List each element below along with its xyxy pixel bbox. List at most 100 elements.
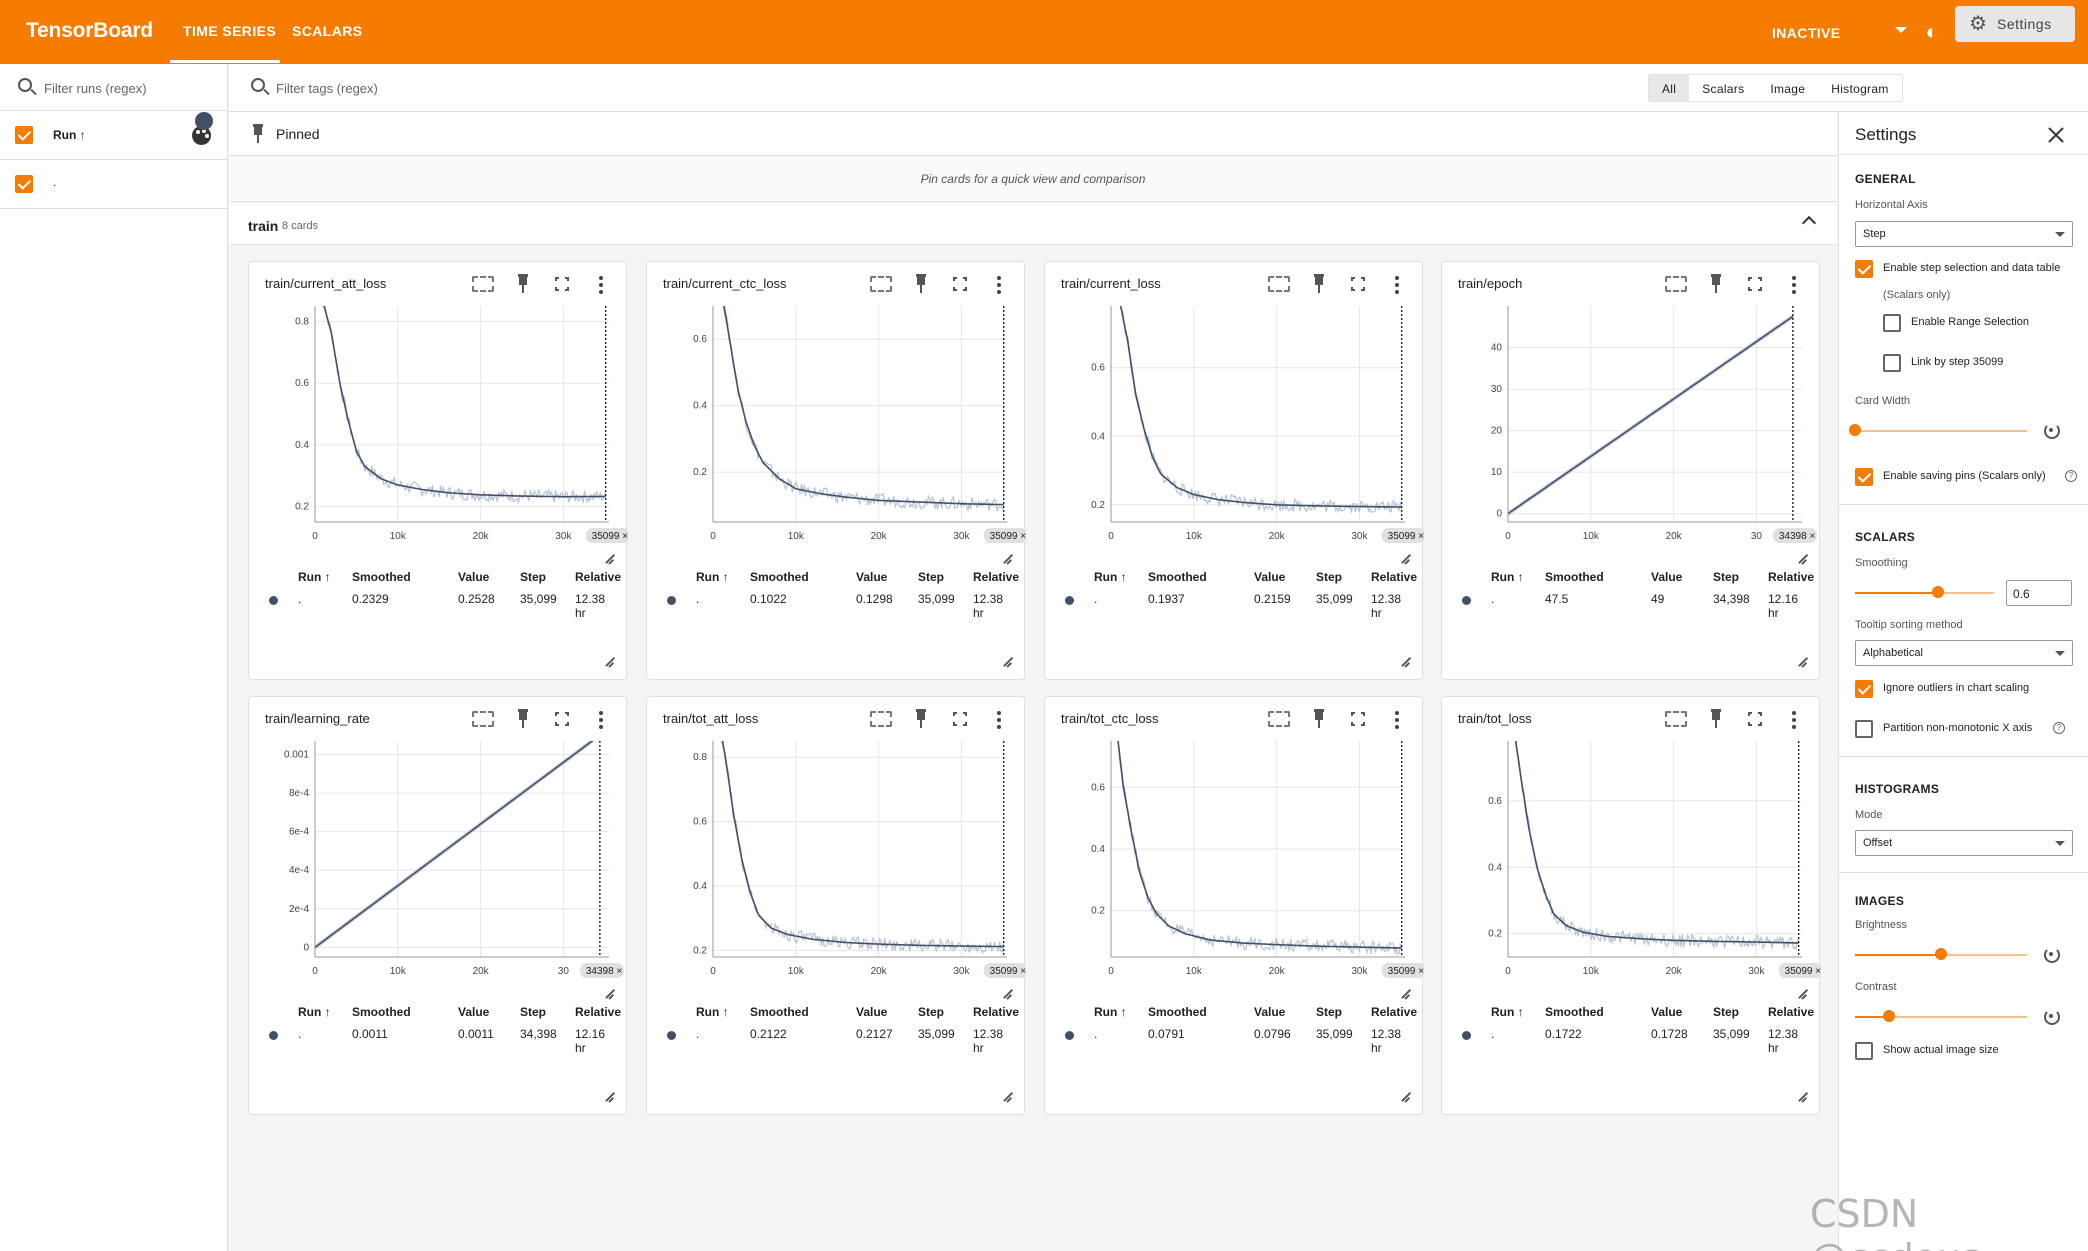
- column-header[interactable]: Run ↑: [1491, 1005, 1524, 1019]
- column-header[interactable]: Relative: [1371, 1005, 1418, 1019]
- fit-domain-icon[interactable]: [472, 276, 494, 292]
- fullscreen-icon[interactable]: [952, 276, 968, 292]
- inactive-plugins-dropdown[interactable]: INACTIVE: [1772, 25, 1841, 41]
- column-header[interactable]: Smoothed: [352, 1005, 411, 1019]
- column-header[interactable]: Step: [918, 570, 945, 584]
- line-chart[interactable]: 0 10k 20k 30k 0.8 0.6 0.4 0.2 35099 ×: [249, 298, 628, 568]
- more-icon[interactable]: [997, 711, 1001, 729]
- column-header[interactable]: Relative: [1768, 570, 1815, 584]
- select-all-checkbox[interactable]: [15, 126, 33, 144]
- pin-icon[interactable]: [1709, 709, 1723, 729]
- saving-pins-checkbox[interactable]: [1855, 468, 1873, 486]
- resize-handle[interactable]: [1797, 989, 1807, 999]
- runs-filter[interactable]: Filter runs (regex): [0, 64, 227, 111]
- resize-handle[interactable]: [1002, 657, 1012, 667]
- column-header[interactable]: Step: [1316, 570, 1343, 584]
- resize-handle[interactable]: [604, 657, 614, 667]
- column-header[interactable]: Smoothed: [1545, 1005, 1604, 1019]
- brightness-slider[interactable]: [1935, 948, 1947, 960]
- fit-domain-icon[interactable]: [870, 711, 892, 727]
- run-checkbox[interactable]: [15, 175, 33, 193]
- theme-icon[interactable]: ◐: [1925, 19, 1939, 44]
- tooltip-sort-select[interactable]: Alphabetical: [1855, 640, 2073, 666]
- fit-domain-icon[interactable]: [1665, 711, 1687, 727]
- column-header[interactable]: Smoothed: [750, 1005, 809, 1019]
- pin-icon[interactable]: [1312, 274, 1326, 294]
- link-by-step-checkbox[interactable]: [1883, 354, 1901, 372]
- column-header[interactable]: Value: [1254, 570, 1286, 584]
- column-header[interactable]: Step: [1316, 1005, 1343, 1019]
- help-icon[interactable]: ?: [2065, 470, 2077, 482]
- column-header[interactable]: Run ↑: [696, 570, 729, 584]
- type-scalars-button[interactable]: Scalars: [1702, 82, 1745, 96]
- column-header[interactable]: Relative: [575, 570, 622, 584]
- more-icon[interactable]: [997, 276, 1001, 294]
- column-header[interactable]: Smoothed: [1545, 570, 1604, 584]
- fit-domain-icon[interactable]: [870, 276, 892, 292]
- column-header[interactable]: Run ↑: [1491, 570, 1524, 584]
- histogram-mode-select[interactable]: Offset: [1855, 830, 2073, 856]
- line-chart[interactable]: 0 10k 20k 30k 0.8 0.6 0.4 0.2 35099 ×: [647, 733, 1026, 1003]
- resize-handle[interactable]: [1797, 657, 1807, 667]
- column-header[interactable]: Run ↑: [696, 1005, 729, 1019]
- more-icon[interactable]: [1792, 711, 1796, 729]
- type-image-button[interactable]: Image: [1770, 82, 1806, 96]
- column-header[interactable]: Step: [1713, 570, 1740, 584]
- resize-handle[interactable]: [604, 989, 614, 999]
- resize-handle[interactable]: [1400, 554, 1410, 564]
- column-header[interactable]: Value: [1651, 1005, 1683, 1019]
- pin-icon[interactable]: [914, 274, 928, 294]
- column-header[interactable]: Value: [856, 570, 888, 584]
- line-chart[interactable]: 0 10k 20k 30k 0.6 0.4 0.2 35099 ×: [1045, 733, 1424, 1003]
- horizontal-axis-select[interactable]: Step: [1855, 221, 2073, 247]
- fullscreen-icon[interactable]: [1350, 711, 1366, 727]
- partition-checkbox[interactable]: [1855, 720, 1873, 738]
- contrast-track[interactable]: [1855, 1016, 2027, 1018]
- more-icon[interactable]: [1792, 276, 1796, 294]
- resize-handle[interactable]: [1002, 989, 1012, 999]
- smoothing-input[interactable]: 0.6: [2006, 580, 2072, 606]
- card-group-header[interactable]: train 8 cards: [229, 203, 1837, 245]
- run-sort-header[interactable]: Run ↑: [53, 128, 86, 142]
- tab-time-series[interactable]: TIME SERIES: [183, 23, 277, 39]
- column-header[interactable]: Relative: [973, 570, 1020, 584]
- type-all-button[interactable]: All: [1649, 75, 1690, 101]
- fullscreen-icon[interactable]: [1747, 711, 1763, 727]
- type-histogram-button[interactable]: Histogram: [1831, 82, 1889, 96]
- column-header[interactable]: Relative: [575, 1005, 622, 1019]
- chevron-up-icon[interactable]: [1801, 215, 1817, 231]
- column-header[interactable]: Smoothed: [1148, 570, 1207, 584]
- fullscreen-icon[interactable]: [952, 711, 968, 727]
- pin-icon[interactable]: [516, 274, 530, 294]
- ignore-outliers-checkbox[interactable]: [1855, 680, 1873, 698]
- resize-handle[interactable]: [604, 1092, 614, 1102]
- column-header[interactable]: Value: [458, 570, 490, 584]
- line-chart[interactable]: 0 10k 20k 30k 0.6 0.4 0.2 35099 ×: [1045, 298, 1424, 568]
- resize-handle[interactable]: [1797, 554, 1807, 564]
- close-icon[interactable]: [2047, 126, 2065, 144]
- fit-domain-icon[interactable]: [1665, 276, 1687, 292]
- column-header[interactable]: Smoothed: [1148, 1005, 1207, 1019]
- reset-icon[interactable]: [2044, 423, 2060, 439]
- actual-size-checkbox[interactable]: [1855, 1042, 1873, 1060]
- fullscreen-icon[interactable]: [554, 276, 570, 292]
- column-header[interactable]: Value: [856, 1005, 888, 1019]
- resize-handle[interactable]: [1002, 554, 1012, 564]
- column-header[interactable]: Step: [520, 1005, 547, 1019]
- resize-handle[interactable]: [1400, 657, 1410, 667]
- pin-icon[interactable]: [516, 709, 530, 729]
- column-header[interactable]: Value: [1254, 1005, 1286, 1019]
- column-header[interactable]: Smoothed: [352, 570, 411, 584]
- column-header[interactable]: Value: [1651, 570, 1683, 584]
- column-header[interactable]: Relative: [1371, 570, 1418, 584]
- resize-handle[interactable]: [1400, 1092, 1410, 1102]
- card-width-slider[interactable]: [1849, 424, 1861, 436]
- reset-icon[interactable]: [2044, 947, 2060, 963]
- reset-icon[interactable]: [2044, 1009, 2060, 1025]
- resize-handle[interactable]: [1002, 1092, 1012, 1102]
- fullscreen-icon[interactable]: [1350, 276, 1366, 292]
- smoothing-slider[interactable]: [1932, 586, 1944, 598]
- more-icon[interactable]: [599, 276, 603, 294]
- tab-scalars[interactable]: SCALARS: [292, 23, 363, 39]
- fit-domain-icon[interactable]: [472, 711, 494, 727]
